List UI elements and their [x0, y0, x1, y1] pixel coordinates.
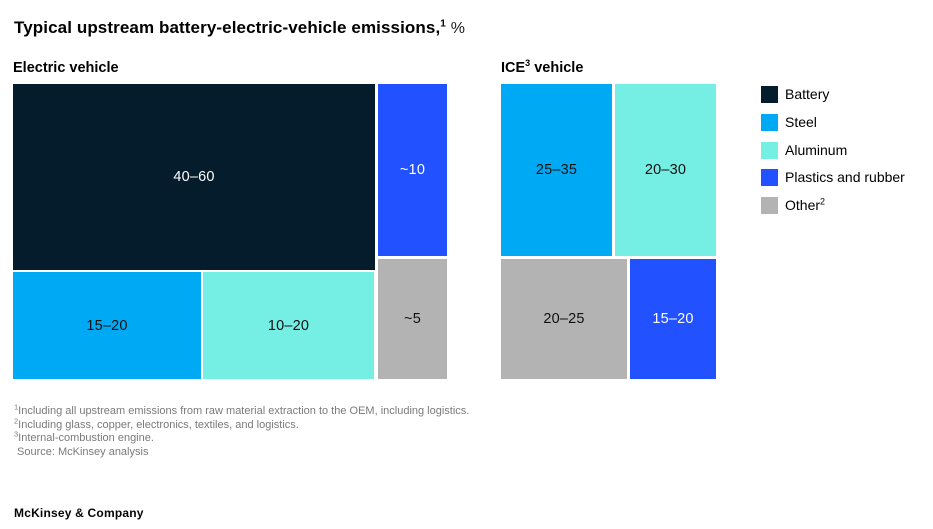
footnote-marker: 2: [14, 415, 19, 425]
treemap-block-aluminum: 20–30: [615, 84, 716, 256]
treemap-block-value: 20–30: [644, 162, 687, 178]
footnotes: 1Including all upstream emissions from r…: [14, 402, 470, 460]
footnote-text: Including all upstream emissions from ra…: [18, 405, 470, 417]
legend-swatch-icon: [761, 141, 778, 159]
treemap-block-other: ~5: [378, 259, 447, 379]
chart-title-electric-vehicle: Electric vehicle: [13, 60, 119, 76]
legend-swatch-icon: [761, 113, 778, 131]
page-title-text: Typical upstream battery-electric-vehicl…: [14, 18, 441, 37]
page-title-footnote-marker: 1: [440, 18, 446, 30]
treemap-block-aluminum: 10–20: [203, 272, 374, 379]
legend-swatch-icon: [761, 197, 778, 215]
legend-swatch-icon: [761, 169, 778, 187]
footnote-marker: 3: [14, 429, 19, 439]
legend-label: Other2: [785, 197, 825, 214]
legend-label: Battery: [785, 86, 829, 103]
page-title: Typical upstream battery-electric-vehicl…: [14, 18, 465, 38]
footnote-2: 2Including glass, copper, electronics, t…: [14, 415, 469, 433]
legend-label: Aluminum: [785, 142, 847, 159]
label-text: Other: [785, 197, 821, 214]
treemap-block-value: 10–20: [267, 317, 310, 334]
source-note: Source: McKinsey analysis: [14, 446, 469, 460]
treemap-block-plastics-and-rubber: ~10: [378, 84, 447, 256]
footnote-text: Including glass, copper, electronics, te…: [18, 418, 299, 431]
treemap-block-steel: 15–20: [13, 272, 201, 379]
treemap-block-value: ~5: [404, 311, 421, 327]
brand-signature: McKinsey & Company: [14, 506, 144, 520]
treemap-block-value: 20–25: [543, 311, 585, 327]
treemap-block-value: 15–20: [86, 317, 128, 334]
treemap-block-plastics-and-rubber: 15–20: [630, 259, 716, 379]
footnote-3: 3Internal-combustion engine.: [14, 429, 469, 446]
treemap-block-steel: 25–35: [501, 84, 612, 256]
footnote-text: Internal-combustion engine.: [18, 432, 154, 445]
legend-swatch-icon: [761, 86, 778, 103]
treemap-block-other: 20–25: [501, 259, 627, 379]
label-text: Battery: [785, 86, 830, 102]
label-text: Plastics and rubber: [785, 169, 905, 186]
legend-label: Steel: [785, 114, 817, 131]
label-text: vehicle: [530, 60, 584, 76]
footnote-text: Source: McKinsey analysis: [17, 445, 149, 458]
legend-label: Plastics and rubber: [785, 169, 905, 186]
treemap-block-value: ~10: [399, 162, 426, 178]
footnote-marker: 1: [14, 402, 19, 412]
treemap-block-battery: 40–60: [13, 84, 375, 270]
superscript: 3: [525, 58, 531, 69]
treemap-block-value: 15–20: [652, 311, 694, 327]
label-text: ICE: [501, 60, 526, 76]
treemap-block-value: 25–35: [535, 162, 578, 178]
chart-title-ice-vehicle: ICE3 vehicle: [501, 58, 584, 76]
footnote-1: 1Including all upstream emissions from r…: [14, 402, 470, 419]
treemap-block-value: 40–60: [173, 169, 215, 185]
label-text: Electric vehicle: [13, 60, 119, 76]
superscript: 2: [820, 196, 826, 207]
page-title-unit: %: [450, 20, 466, 37]
label-text: Aluminum: [785, 141, 848, 158]
label-text: Steel: [785, 113, 817, 130]
